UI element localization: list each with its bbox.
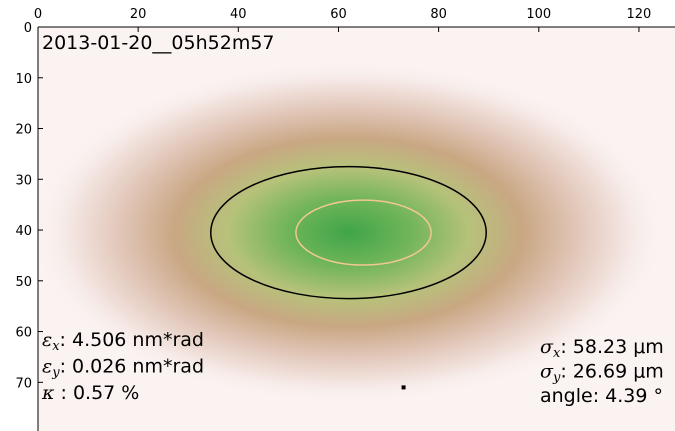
y-tick-label: 50	[15, 275, 32, 290]
symbol: κ	[41, 382, 55, 404]
subscript: x	[52, 339, 60, 354]
x-tick-label: 80	[430, 7, 447, 22]
annotation-text: angle: 4.39 °	[540, 385, 663, 407]
x-tick-label: 40	[230, 7, 247, 22]
x-tick-label: 20	[130, 7, 147, 22]
image-title: 2013-01-20__05h52m57	[42, 32, 275, 54]
y-tick-label: 10	[15, 72, 32, 87]
x-tick-label: 100	[526, 7, 551, 22]
annotation: κ : 0.57 %	[41, 382, 139, 404]
annotation-text: : 0.026 nm*rad	[60, 356, 204, 378]
y-tick-label: 60	[15, 326, 32, 341]
x-tick-label: 60	[330, 7, 347, 22]
annotation: εx: 4.506 nm*rad	[42, 329, 204, 354]
fit-ellipse	[210, 165, 487, 300]
y-tick-label: 20	[15, 123, 32, 138]
annotation-text: : 58.23 μm	[560, 336, 663, 358]
y-tick-label: 70	[15, 376, 32, 391]
y-tick-label: 40	[15, 224, 32, 239]
annotation: angle: 4.39 °	[540, 385, 663, 407]
fit-ellipse	[295, 199, 432, 266]
annotation: σx: 58.23 μm	[540, 336, 664, 361]
subscript: y	[552, 371, 561, 386]
annotation: σy: 26.69 μm	[540, 361, 664, 386]
symbol: σ	[540, 361, 554, 383]
symbol: σ	[540, 336, 554, 358]
annotation-text: : 4.506 nm*rad	[60, 329, 204, 351]
x-tick-label: 120	[627, 7, 652, 22]
annotation-text: : 26.69 μm	[560, 361, 663, 383]
symbol: ε	[42, 356, 52, 378]
y-tick-label: 0	[24, 21, 32, 36]
plot-area	[38, 61, 666, 405]
x-tick-label: 0	[34, 7, 42, 22]
annotation: εy: 0.026 nm*rad	[42, 356, 204, 381]
marker-point	[401, 385, 406, 390]
symbol: ε	[42, 329, 52, 351]
subscript: x	[553, 346, 561, 361]
subscript: y	[51, 366, 60, 381]
annotation-text: : 0.57 %	[54, 382, 139, 404]
beam-intensity	[38, 61, 666, 405]
y-tick-label: 30	[15, 173, 32, 188]
